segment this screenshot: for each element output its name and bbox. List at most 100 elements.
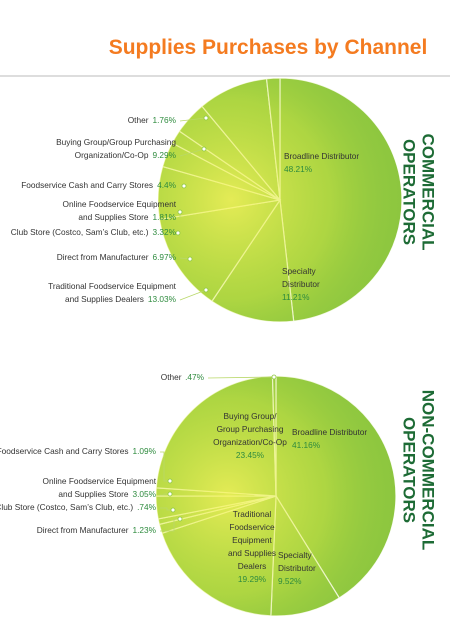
slice-label: and Supplies Dealers 13.03%: [65, 294, 177, 304]
slice-label: Foodservice Cash and Carry Stores 1.09%: [0, 446, 157, 456]
category-name: Traditional Foodservice Equipment: [48, 281, 177, 291]
value-label: 1.81%: [152, 212, 176, 222]
category-name: Other: [161, 372, 182, 382]
slice-label: Traditional: [233, 509, 272, 519]
category-name: Buying Group/Group Purchasing: [56, 137, 176, 147]
category-name: and Supplies Dealers: [65, 294, 144, 304]
category-name: Direct from Manufacturer: [37, 525, 129, 535]
category-name: Distributor: [282, 279, 320, 289]
category-name: Organization/Co-Op: [213, 437, 287, 447]
category-name: Buying Group/: [223, 411, 277, 421]
category-name: Broadline Distributor: [292, 427, 367, 437]
category-name: Equipment: [232, 535, 272, 545]
leader-dot: [167, 491, 173, 497]
value-label: 3.05%: [132, 489, 156, 499]
value-label: 41.16%: [292, 440, 321, 450]
slice-label: Distributor: [278, 563, 316, 573]
value-label: 1.76%: [152, 115, 176, 125]
category-name: Club Store (Costco, Sam’s Club, etc.): [11, 227, 149, 237]
leader-line: [179, 289, 207, 301]
leader-dot: [175, 230, 181, 236]
value-label: 1.23%: [132, 525, 156, 535]
value-label: 19.29%: [238, 574, 267, 584]
leader-dot: [177, 516, 183, 522]
slice-label: Buying Group/: [223, 411, 277, 421]
slice-label: Group Purchasing: [217, 424, 284, 434]
side-label-line: COMMERCIAL: [419, 133, 438, 250]
category-name: Online Foodservice Equipment: [43, 476, 157, 486]
category-name: Group Purchasing: [217, 424, 284, 434]
category-name: Traditional: [233, 509, 272, 519]
leader-dot: [167, 478, 173, 484]
leader-dot: [203, 115, 209, 121]
slice-label: Online Foodservice Equipment: [43, 476, 157, 486]
leader-line: [179, 148, 205, 157]
slice-label: Direct from Manufacturer 1.23%: [37, 525, 157, 535]
slice-label: Other .47%: [161, 372, 205, 382]
leader-dot: [187, 256, 193, 262]
slice-label: Broadline Distributor: [292, 427, 367, 437]
slice-label: Specialty: [282, 266, 317, 276]
slice-label: and Supplies Store 3.05%: [58, 489, 156, 499]
value-label: 1.09%: [132, 446, 156, 456]
category-name: Organization/Co-Op: [75, 150, 149, 160]
leader-dot: [170, 507, 176, 513]
slice-label: Other 1.76%: [128, 115, 177, 125]
leader-dot: [181, 183, 187, 189]
value-label: 9.29%: [152, 150, 176, 160]
leader-dot: [271, 374, 277, 380]
category-name: Foodservice Cash and Carry Stores: [21, 180, 153, 190]
slice-label: Foodservice: [229, 522, 275, 532]
slice-label: Online Foodservice Equipment: [63, 199, 177, 209]
leader-dot: [177, 209, 183, 215]
leader-line: [160, 493, 170, 496]
slice-label: Organization/Co-Op: [213, 437, 287, 447]
category-name: and Supplies Store: [78, 212, 148, 222]
slice-label: Buying Group/Group Purchasing: [56, 137, 176, 147]
value-label: .74%: [137, 502, 157, 512]
category-name: Dealers: [238, 561, 267, 571]
slice-label: Dealers: [238, 561, 267, 571]
category-name: Foodservice: [229, 522, 275, 532]
slice-label: Equipment: [232, 535, 272, 545]
slice-label: Club Store (Costco, Sam’s Club, etc.) 3.3…: [11, 227, 177, 237]
page-title: Supplies Purchases by Channel: [109, 36, 428, 59]
category-name: Direct from Manufacturer: [57, 252, 149, 262]
value-label: 48.21%: [284, 164, 313, 174]
category-name: Specialty: [282, 266, 317, 276]
leader-line: [160, 507, 173, 511]
slice-label: Foodservice Cash and Carry Stores 4.4%: [21, 180, 176, 190]
slice-label: Club Store (Costco, Sam’s Club, etc.) .74…: [0, 502, 157, 512]
category-name: Broadline Distributor: [284, 151, 359, 161]
value-label: 3.32%: [152, 227, 176, 237]
slice-label: Organization/Co-Op 9.29%: [75, 150, 177, 160]
leader-line: [160, 518, 180, 532]
leader-dot: [203, 287, 209, 293]
category-name: Other: [128, 115, 149, 125]
slice-label: Traditional Foodservice Equipment: [48, 281, 177, 291]
slice-label: and Supplies: [228, 548, 276, 558]
slice-label: Broadline Distributor: [284, 151, 359, 161]
value-label: 13.03%: [148, 294, 177, 304]
category-name: and Supplies: [228, 548, 276, 558]
side-label-line: NON-COMMERCIAL: [419, 390, 438, 551]
category-name: Club Store (Costco, Sam’s Club, etc.): [0, 502, 133, 512]
leader-dot: [201, 146, 207, 152]
side-label-line: OPERATORS: [400, 417, 419, 523]
value-label: .47%: [185, 372, 205, 382]
leader-line: [179, 117, 207, 122]
value-label: 9.52%: [278, 576, 302, 586]
value-label: 11.21%: [282, 292, 310, 302]
slice-label: Specialty: [278, 550, 313, 560]
category-name: Foodservice Cash and Carry Stores: [0, 446, 128, 456]
leader-line: [160, 451, 170, 482]
slice-label: Distributor: [282, 279, 320, 289]
side-label-line: OPERATORS: [400, 139, 419, 245]
value-label: 4.4%: [157, 180, 177, 190]
category-name: Distributor: [278, 563, 316, 573]
category-name: Online Foodservice Equipment: [63, 199, 177, 209]
